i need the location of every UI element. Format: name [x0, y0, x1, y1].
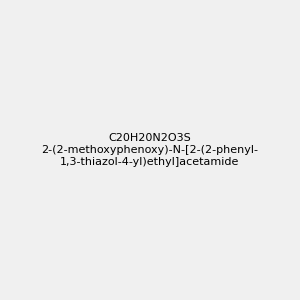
- Text: C20H20N2O3S
2-(2-methoxyphenoxy)-N-[2-(2-phenyl-
1,3-thiazol-4-yl)ethyl]acetamid: C20H20N2O3S 2-(2-methoxyphenoxy)-N-[2-(2…: [41, 134, 259, 166]
